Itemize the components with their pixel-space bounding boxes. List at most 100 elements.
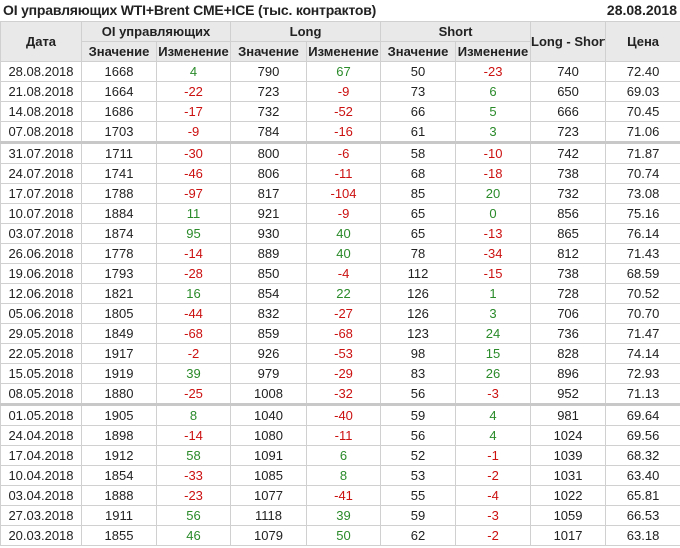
- cell-oi-change: -68: [155, 323, 232, 344]
- cell-short-value: 112: [380, 263, 457, 284]
- cell-short-change: 5: [455, 101, 532, 122]
- cell-long-short: 1024: [530, 425, 607, 446]
- cell-short-change: -18: [455, 163, 532, 184]
- cell-oi-change: -9: [155, 121, 232, 143]
- cell-long-short: 666: [530, 101, 607, 122]
- cell-long-short: 723: [530, 121, 607, 143]
- cell-oi-value: 1703: [81, 121, 157, 143]
- cell-oi-change: -28: [155, 263, 232, 284]
- cell-date: 15.05.2018: [0, 363, 82, 384]
- cell-price: 71.87: [605, 141, 680, 164]
- cell-short-change: -34: [455, 243, 532, 264]
- cell-price: 66.53: [605, 505, 680, 526]
- cell-long-change: -9: [306, 203, 382, 224]
- cell-short-value: 126: [380, 303, 457, 324]
- cell-oi-value: 1888: [81, 485, 157, 506]
- cell-long-value: 979: [230, 363, 308, 384]
- table-row: 08.05.2018 1880 -25 1008 -32 56 -3 952 71.13: [0, 383, 680, 405]
- cell-date: 29.05.2018: [0, 323, 82, 344]
- cell-long-short: 732: [530, 183, 607, 204]
- cell-short-value: 55: [380, 485, 457, 506]
- col-header-short-change: Изменение: [455, 41, 532, 62]
- cell-date: 01.05.2018: [0, 403, 82, 426]
- cell-long-short: 865: [530, 223, 607, 244]
- cell-short-value: 62: [380, 525, 457, 546]
- report-date: 28.08.2018: [606, 2, 677, 18]
- cell-oi-change: 58: [155, 445, 232, 466]
- cell-long-short: 1017: [530, 525, 607, 546]
- cell-long-change: -11: [306, 163, 382, 184]
- cell-short-change: -2: [455, 465, 532, 486]
- table-row: 27.03.2018 1911 56 1118 39 59 -3 1059 66.53: [0, 505, 680, 526]
- cell-oi-value: 1849: [81, 323, 157, 344]
- table-row: 24.04.2018 1898 -14 1080 -11 56 4 1024 69.56: [0, 425, 680, 446]
- col-header-long-change: Изменение: [306, 41, 382, 62]
- table-row: 20.03.2018 1855 46 1079 50 62 -2 1017 63.18: [0, 525, 680, 546]
- cell-oi-change: 8: [155, 403, 232, 426]
- cell-long-short: 742: [530, 141, 607, 164]
- cell-long-short: 740: [530, 61, 607, 82]
- cell-date: 14.08.2018: [0, 101, 82, 122]
- cell-price: 70.52: [605, 283, 680, 304]
- cell-oi-value: 1919: [81, 363, 157, 384]
- cell-oi-change: -30: [155, 141, 232, 164]
- cell-long-short: 896: [530, 363, 607, 384]
- cell-date: 22.05.2018: [0, 343, 82, 364]
- cell-price: 68.32: [605, 445, 680, 466]
- cell-long-value: 1079: [230, 525, 308, 546]
- cell-short-change: -4: [455, 485, 532, 506]
- cell-price: 65.81: [605, 485, 680, 506]
- cell-long-change: -40: [306, 403, 382, 426]
- cell-long-value: 921: [230, 203, 308, 224]
- cell-oi-value: 1821: [81, 283, 157, 304]
- cell-long-value: 1040: [230, 403, 308, 426]
- cell-short-change: 20: [455, 183, 532, 204]
- cell-long-value: 1118: [230, 505, 308, 526]
- cell-short-value: 53: [380, 465, 457, 486]
- cell-long-short: 1031: [530, 465, 607, 486]
- cell-long-value: 784: [230, 121, 308, 143]
- table-row: 31.07.2018 1711 -30 800 -6 58 -10 742 71.87: [0, 141, 680, 164]
- cell-oi-change: 39: [155, 363, 232, 384]
- cell-long-change: -52: [306, 101, 382, 122]
- cell-date: 10.04.2018: [0, 465, 82, 486]
- cell-long-value: 732: [230, 101, 308, 122]
- cell-short-change: 6: [455, 81, 532, 102]
- cell-short-value: 68: [380, 163, 457, 184]
- cell-oi-value: 1898: [81, 425, 157, 446]
- table-row: 03.04.2018 1888 -23 1077 -41 55 -4 1022 65.81: [0, 485, 680, 506]
- table-row: 29.05.2018 1849 -68 859 -68 123 24 736 71.47: [0, 323, 680, 344]
- cell-long-short: 738: [530, 263, 607, 284]
- cell-long-short: 1039: [530, 445, 607, 466]
- cell-price: 71.06: [605, 121, 680, 143]
- positions-table: Дата OI управляющих Long Short Long - Sh…: [0, 21, 680, 546]
- cell-price: 73.08: [605, 183, 680, 204]
- cell-date: 03.07.2018: [0, 223, 82, 244]
- col-group-short: Short: [380, 21, 532, 42]
- cell-oi-change: -17: [155, 101, 232, 122]
- cell-short-value: 56: [380, 425, 457, 446]
- cell-long-short: 812: [530, 243, 607, 264]
- cell-short-value: 58: [380, 141, 457, 164]
- cell-price: 69.03: [605, 81, 680, 102]
- cell-oi-change: -22: [155, 81, 232, 102]
- cell-oi-value: 1874: [81, 223, 157, 244]
- page-title: OI управляющих WTI+Brent CME+ICE (тыс. к…: [3, 2, 377, 18]
- cell-long-short: 952: [530, 383, 607, 405]
- cell-long-short: 650: [530, 81, 607, 102]
- cell-oi-change: 16: [155, 283, 232, 304]
- cell-price: 75.16: [605, 203, 680, 224]
- cell-short-value: 78: [380, 243, 457, 264]
- cell-oi-change: -33: [155, 465, 232, 486]
- cell-long-value: 800: [230, 141, 308, 164]
- cell-oi-change: -46: [155, 163, 232, 184]
- cell-short-value: 126: [380, 283, 457, 304]
- cell-price: 68.59: [605, 263, 680, 284]
- cell-long-change: 50: [306, 525, 382, 546]
- cell-short-change: 26: [455, 363, 532, 384]
- col-group-long: Long: [230, 21, 382, 42]
- cell-oi-change: -14: [155, 243, 232, 264]
- cell-date: 19.06.2018: [0, 263, 82, 284]
- col-group-oi: OI управляющих: [80, 21, 232, 42]
- cell-price: 63.18: [605, 525, 680, 546]
